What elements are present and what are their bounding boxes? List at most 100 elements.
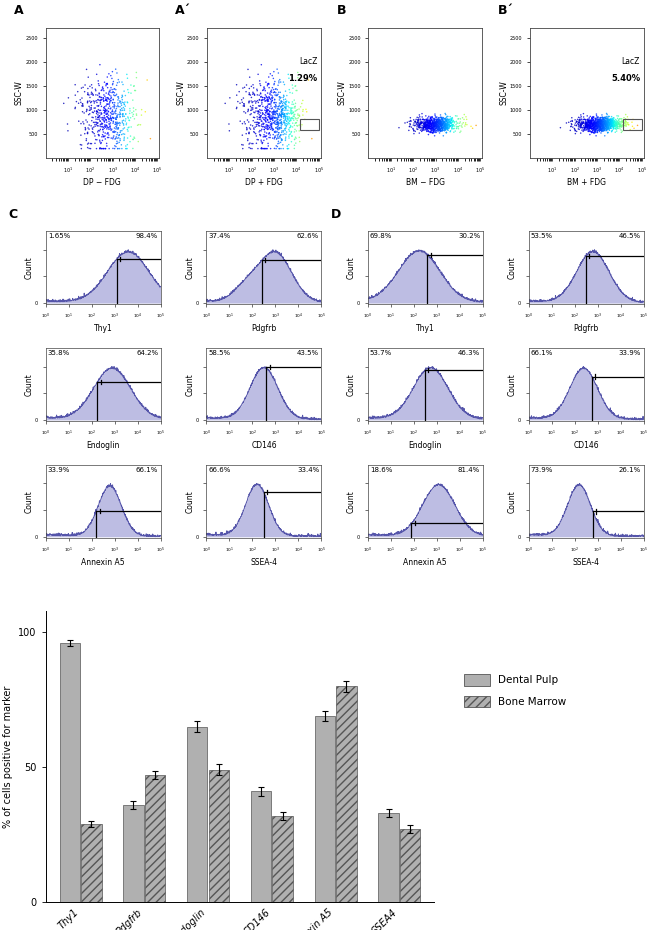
Point: [272, 119, 283, 134]
Point: [586, 113, 596, 128]
Point: [592, 114, 603, 129]
Point: [121, 141, 131, 156]
Point: [109, 111, 119, 126]
Point: [429, 114, 439, 129]
Point: [435, 113, 445, 128]
Point: [103, 97, 113, 112]
Point: [260, 110, 270, 125]
Point: [600, 113, 610, 128]
Point: [590, 114, 601, 129]
Point: [590, 119, 600, 134]
Point: [282, 141, 293, 156]
Point: [596, 111, 606, 126]
Point: [77, 99, 88, 113]
Point: [276, 141, 286, 156]
Point: [580, 120, 590, 135]
Point: [578, 115, 588, 130]
Point: [586, 121, 596, 136]
Point: [239, 80, 250, 95]
Point: [450, 109, 461, 124]
Point: [107, 122, 117, 137]
Point: [425, 116, 436, 131]
Point: [417, 123, 427, 138]
Point: [239, 99, 250, 113]
Point: [582, 114, 592, 129]
Point: [281, 109, 291, 124]
Point: [287, 107, 297, 122]
Point: [586, 115, 596, 130]
Point: [440, 120, 450, 135]
Point: [101, 93, 112, 108]
Text: 66.6%: 66.6%: [209, 467, 231, 473]
Point: [593, 113, 604, 127]
X-axis label: DP + FDG: DP + FDG: [245, 178, 283, 187]
Point: [616, 119, 626, 134]
Point: [571, 114, 582, 129]
Point: [598, 113, 608, 127]
Point: [584, 122, 594, 137]
Point: [112, 126, 123, 140]
Point: [90, 136, 100, 151]
Point: [435, 117, 445, 132]
Point: [246, 103, 256, 118]
Point: [268, 113, 278, 128]
Point: [115, 125, 125, 140]
Point: [438, 120, 448, 135]
Point: [426, 117, 436, 132]
Point: [448, 113, 458, 128]
Point: [597, 112, 608, 126]
Point: [280, 112, 291, 126]
Point: [266, 112, 277, 126]
Point: [595, 113, 605, 128]
Point: [98, 119, 108, 134]
Point: [574, 113, 584, 127]
Point: [101, 114, 112, 129]
Point: [109, 104, 120, 119]
Point: [437, 121, 447, 136]
Point: [603, 114, 613, 129]
Point: [431, 115, 441, 130]
Point: [94, 86, 105, 101]
Point: [264, 77, 274, 92]
Point: [95, 58, 105, 73]
Point: [103, 120, 114, 135]
Point: [278, 138, 288, 153]
Point: [112, 134, 122, 149]
Point: [428, 121, 439, 136]
Point: [575, 113, 585, 128]
Point: [81, 133, 92, 148]
Point: [102, 76, 112, 91]
Text: D: D: [331, 208, 341, 221]
Point: [118, 77, 128, 92]
Point: [272, 140, 283, 154]
Point: [428, 124, 439, 139]
Point: [437, 118, 447, 133]
Point: [586, 112, 597, 126]
Point: [254, 92, 265, 107]
Point: [431, 115, 441, 130]
Point: [443, 115, 453, 130]
Point: [436, 121, 447, 136]
Point: [276, 115, 287, 130]
Point: [419, 118, 430, 133]
Point: [105, 105, 116, 120]
Point: [421, 118, 432, 133]
Point: [582, 122, 592, 137]
Point: [274, 122, 285, 137]
Point: [105, 110, 116, 125]
Point: [606, 114, 617, 129]
Point: [430, 117, 441, 132]
Point: [262, 78, 272, 93]
Point: [581, 113, 592, 127]
Point: [107, 71, 117, 86]
Point: [611, 117, 621, 132]
Text: 81.4%: 81.4%: [458, 467, 480, 473]
Point: [112, 98, 123, 113]
Point: [599, 123, 609, 138]
Point: [264, 110, 274, 125]
Point: [290, 99, 300, 113]
Point: [426, 113, 437, 127]
Point: [434, 111, 444, 126]
Point: [436, 110, 447, 125]
Point: [449, 121, 460, 136]
